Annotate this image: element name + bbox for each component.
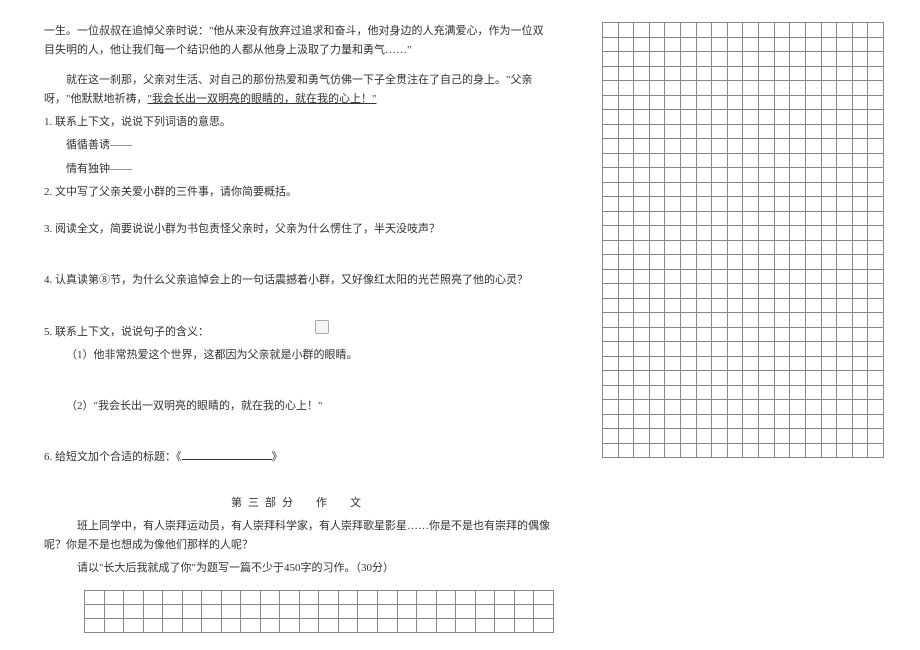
question-1: 1. 联系上下文，说说下列词语的意思。 bbox=[44, 113, 554, 132]
question-6a: 6. 给短文加个合适的标题：《 bbox=[44, 451, 182, 463]
question-5a: （1）他非常热爱这个世界，这都因为父亲就是小群的眼睛。 bbox=[44, 346, 554, 365]
question-1b: 情有独钟—— bbox=[44, 160, 554, 179]
question-2: 2. 文中写了父亲关爱小群的三件事，请你简要概括。 bbox=[44, 183, 554, 202]
question-6: 6. 给短文加个合适的标题：《 》 bbox=[44, 448, 554, 467]
essay-prompt-2: 请以"长大后我就成了你"为题写一篇不少于450字的习作。（30分） bbox=[44, 559, 554, 578]
page-mark-icon bbox=[315, 320, 329, 334]
passage-line-2: 就在这一刹那，父亲对生活、对自己的那份热爱和勇气仿佛一下子全贯注在了自己的身上。… bbox=[44, 71, 554, 110]
question-5: 5. 联系上下文，说说句子的含义： bbox=[44, 323, 554, 342]
passage-line-1: 一生。一位叔叔在追悼父亲时说："他从来没有放弃过追求和奋斗，他对身边的人充满爱心… bbox=[44, 22, 554, 61]
title-blank[interactable] bbox=[182, 449, 272, 460]
question-6b: 》 bbox=[272, 451, 283, 463]
question-1a: 循循善诱—— bbox=[44, 136, 554, 155]
essay-grid-right[interactable] bbox=[602, 22, 884, 458]
passage-line-2-underline: "我会长出一双明亮的眼睛的，就在我的心上！" bbox=[148, 93, 377, 105]
essay-prompt-1: 班上同学中，有人崇拜运动员，有人崇拜科学家，有人崇拜歌星影星……你是不是也有崇拜… bbox=[44, 517, 554, 556]
essay-grid-bottom[interactable] bbox=[84, 590, 554, 633]
question-4: 4. 认真读第⑧节，为什么父亲追悼会上的一句话震撼着小群，又好像红太阳的光芒照亮… bbox=[44, 271, 554, 290]
section-title: 第三部分 作 文 bbox=[44, 494, 554, 513]
question-5b: （2）"我会长出一双明亮的眼睛的，就在我的心上！" bbox=[44, 397, 554, 416]
question-3: 3. 阅读全文，简要说说小群为书包责怪父亲时，父亲为什么愣住了，半天没吱声？ bbox=[44, 220, 554, 239]
